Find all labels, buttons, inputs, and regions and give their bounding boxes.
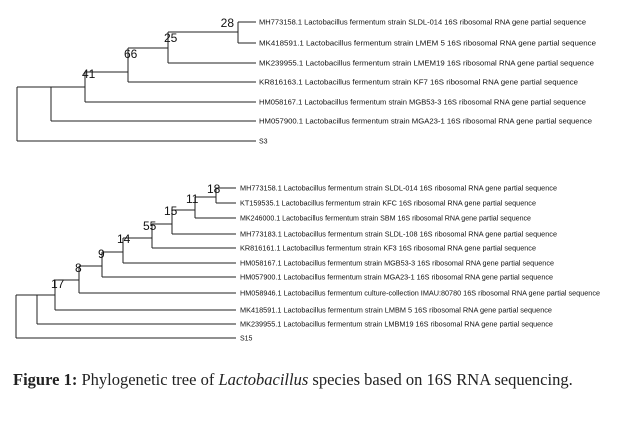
tree-2-leaf: MH773183.1 Lactobacillus fermentum strai… — [240, 232, 557, 239]
figure-caption-genus: Lactobacillus — [218, 370, 309, 389]
tree-2-leaf: MK239955.1 Lactobacillus fermentum strai… — [240, 322, 553, 329]
tree-2-leaf: KR816161.1 Lactobacillus fermentum strai… — [240, 246, 536, 253]
tree-1-bootstrap-28: 28 — [221, 16, 235, 30]
tree-2-leaf: MK246000.1 Lactobacillus fermentum strai… — [240, 216, 531, 223]
tree-2: 18 11 15 55 14 9 8 17 MH773158.1 Lactoba… — [15, 182, 600, 343]
tree-1-bootstrap-41: 41 — [82, 67, 96, 81]
tree-2-bootstrap-55: 55 — [143, 219, 157, 233]
figure-caption-text: Phylogenetic tree of — [77, 370, 219, 389]
tree-1: 28 25 66 41 MH773158.1 Lactobacillus fer… — [16, 16, 596, 146]
figure-caption: Figure 1: Phylogenetic tree of Lactobaci… — [13, 370, 613, 389]
tree-2-leaf: HM058167.1 Lactobacillus fermentum strai… — [240, 261, 554, 268]
tree-2-bootstrap-15: 15 — [164, 204, 178, 218]
tree-2-leaf: HM058946.1 Lactobacillus fermentum cultu… — [240, 291, 600, 298]
tree-2-leaf: MK418591.1 Lactobacillus fermentum strai… — [240, 308, 552, 315]
tree-1-leaf: HM057900.1 Lactobacillus fermentum strai… — [259, 119, 592, 126]
tree-1-bootstrap-25: 25 — [164, 31, 178, 45]
tree-2-bootstrap-17: 17 — [51, 277, 65, 291]
tree-2-bootstrap-9: 9 — [98, 247, 105, 261]
tree-1-leaf: S3 — [259, 139, 268, 146]
tree-2-branches — [15, 187, 236, 339]
tree-1-leaf: MK239955.1 Lactobacillus fermentum strai… — [259, 61, 594, 68]
tree-2-leaf: KT159535.1 Lactobacillus fermentum strai… — [240, 201, 536, 208]
tree-1-branches — [16, 21, 256, 142]
tree-2-bootstrap-11: 11 — [186, 192, 199, 206]
tree-1-leaf: HM058167.1 Lactobacillus fermentum strai… — [259, 100, 586, 107]
tree-1-leaf: MK418591.1 Lactobacillus fermentum strai… — [259, 41, 596, 48]
figure-caption-text-end: species based on 16S RNA sequencing. — [308, 370, 573, 389]
tree-2-leaf: HM057900.1 Lactobacillus fermentum strai… — [240, 275, 553, 282]
tree-1-leaf: KR816163.1 Lactobacillus fermentum strai… — [259, 80, 578, 87]
tree-2-bootstrap-8: 8 — [75, 261, 82, 275]
tree-2-bootstrap-14: 14 — [117, 232, 131, 246]
tree-2-leaf: MH773158.1 Lactobacillus fermentum strai… — [240, 186, 557, 193]
phylogenetic-trees: 28 25 66 41 MH773158.1 Lactobacillus fer… — [15, 16, 600, 343]
tree-1-bootstrap-66: 66 — [124, 47, 138, 61]
figure-caption-label: Figure 1: — [13, 370, 78, 389]
tree-2-bootstrap-18: 18 — [207, 182, 221, 196]
tree-1-leaf: MH773158.1 Lactobacillus fermentum strai… — [259, 20, 586, 27]
tree-2-leaf: S15 — [240, 336, 253, 343]
